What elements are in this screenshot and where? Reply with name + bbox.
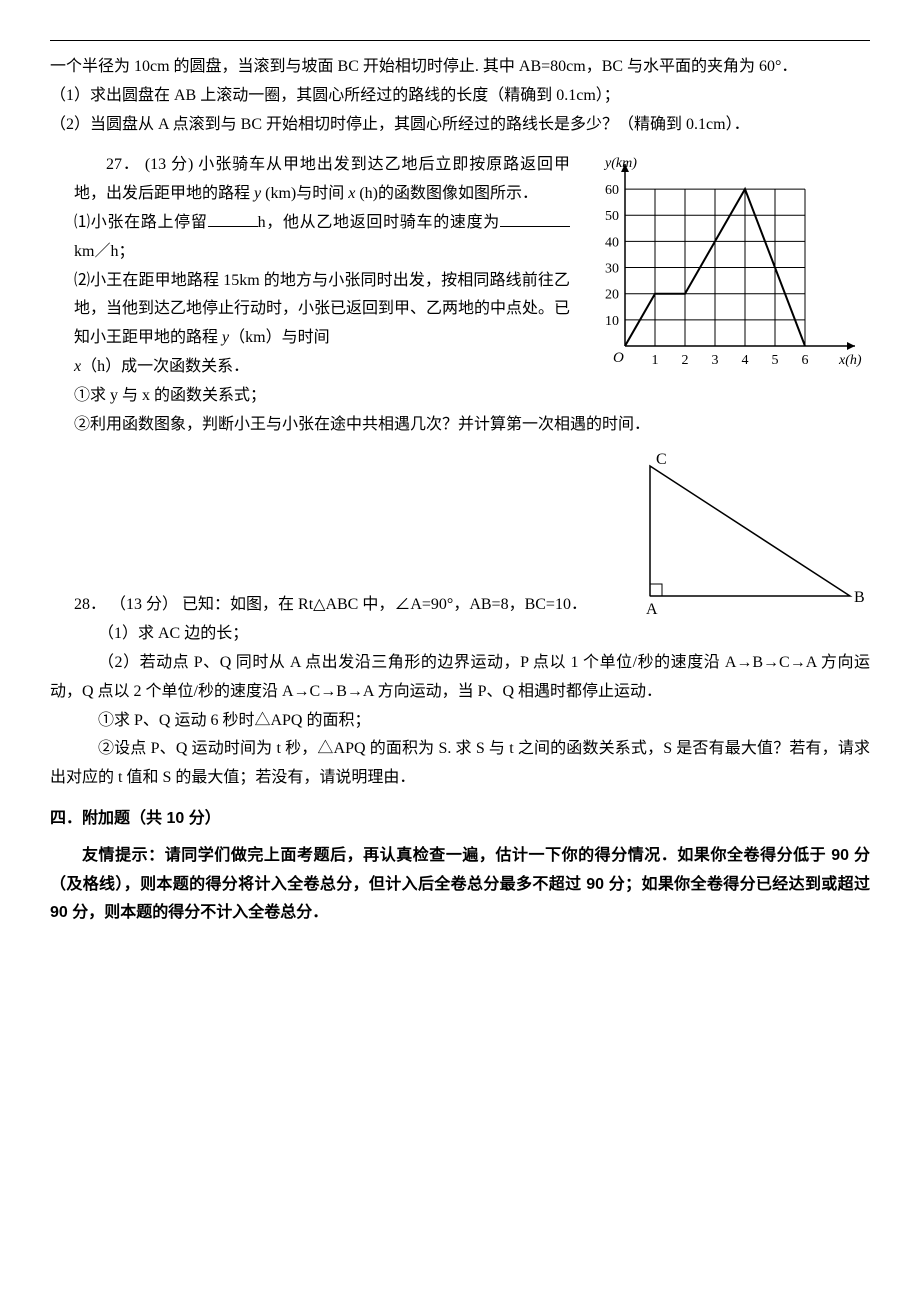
blank-1 (208, 210, 258, 227)
svg-text:x(h): x(h) (838, 353, 862, 368)
p28-q1: ①求 P、Q 运动 6 秒时△APQ 的面积； (50, 707, 870, 736)
p27-sub2c-line: x（h）成一次函数关系． (74, 353, 570, 382)
p27-sub1a: ⑴小张在路上停留 (74, 214, 208, 231)
p26-sub1: （1）求出圆盘在 AB 上滚动一圈，其圆心所经过的路线的长度（精确到 0.1cm… (50, 82, 870, 111)
p27-q1: ①求 y 与 x 的函数关系式； (74, 382, 870, 411)
svg-text:40: 40 (605, 236, 619, 251)
problem-27: 27． (13 分) 小张骑车从甲地出发到达乙地后立即按原路返回甲地，出发后距甲… (50, 151, 870, 439)
svg-text:2: 2 (682, 353, 689, 368)
p27-sub1c: km／h； (74, 243, 134, 260)
section4-hint: 友情提示：请同学们做完上面考题后，再认真检查一遍，估计一下你的得分情况．如果你全… (50, 842, 870, 928)
p28-sub1: （1）求 AC 边的长； (50, 620, 870, 649)
p27-intro: 27． (13 分) 小张骑车从甲地出发到达乙地后立即按原路返回甲地，出发后距甲… (74, 151, 570, 209)
svg-text:10: 10 (605, 314, 619, 329)
svg-text:A: A (646, 601, 658, 618)
p27-sub2c: （h）成一次函数关系． (81, 358, 249, 375)
p26-line1: 一个半径为 10cm 的圆盘，当滚到与坡面 BC 开始相切时停止. 其中 AB=… (50, 53, 870, 82)
blank-2 (500, 210, 570, 227)
chart-27: 10 20 30 40 50 60 1 2 3 4 5 6 Oy(km) x(h) (580, 151, 870, 381)
svg-text:1: 1 (652, 353, 659, 368)
p26-sub2: （2）当圆盘从 A 点滚到与 BC 开始相切时停止，其圆心所经过的路线长是多少？… (50, 111, 870, 140)
svg-text:O: O (613, 350, 624, 366)
svg-text:4: 4 (742, 353, 749, 368)
p28-sub2: （2）若动点 P、Q 同时从 A 点出发沿三角形的边界运动，P 点以 1 个单位… (50, 649, 870, 707)
p27-intro3: (h)的函数图像如图所示． (355, 185, 538, 202)
svg-text:C: C (656, 451, 667, 468)
svg-text:20: 20 (605, 288, 619, 303)
triangle-28-svg: A B C (610, 451, 870, 621)
p27-num: 27． (106, 156, 140, 173)
chart-27-svg: 10 20 30 40 50 60 1 2 3 4 5 6 Oy(km) x(h) (580, 151, 870, 381)
p27-points: (13 分) (145, 156, 194, 173)
p28-num: 28． (74, 596, 106, 613)
p28-intro-text: 已知：如图，在 Rt△ABC 中，∠A=90°，AB=8，BC=10． (182, 596, 587, 613)
p28-points: （13 分） (110, 596, 178, 613)
svg-text:60: 60 (605, 183, 619, 198)
p27-text: 27． (13 分) 小张骑车从甲地出发到达乙地后立即按原路返回甲地，出发后距甲… (74, 151, 570, 381)
top-rule (50, 40, 870, 41)
p27-intro2: (km)与时间 (261, 185, 348, 202)
problem-26-continuation: 一个半径为 10cm 的圆盘，当滚到与坡面 BC 开始相切时停止. 其中 AB=… (50, 53, 870, 139)
p27-q2: ②利用函数图象，判断小王与小张在途中共相遇几次？并计算第一次相遇的时间． (74, 411, 870, 440)
section4-title: 四．附加题（共 10 分） (50, 805, 870, 834)
svg-text:5: 5 (772, 353, 779, 368)
svg-text:B: B (854, 589, 865, 606)
p28-q2: ②设点 P、Q 运动时间为 t 秒，△APQ 的面积为 S. 求 S 与 t 之… (50, 735, 870, 793)
svg-text:50: 50 (605, 210, 619, 225)
p27-sub2: ⑵小王在距甲地路程 15km 的地方与小张同时出发，按相同路线前往乙地，当他到达… (74, 267, 570, 353)
svg-text:3: 3 (712, 353, 719, 368)
p27-sub1: ⑴小张在路上停留 h，他从乙地返回时骑车的速度为 km／h； (74, 209, 570, 267)
svg-text:6: 6 (802, 353, 809, 368)
triangle-28-wrap: A B C (610, 451, 870, 621)
svg-text:30: 30 (605, 262, 619, 277)
p27-sub2b: （km）与时间 (229, 329, 329, 346)
svg-text:y(km): y(km) (603, 156, 637, 171)
p27-sub1b: h，他从乙地返回时骑车的速度为 (258, 214, 500, 231)
problem-28: A B C 28． （13 分） 已知：如图，在 Rt△ABC 中，∠A=90°，A… (50, 451, 870, 793)
